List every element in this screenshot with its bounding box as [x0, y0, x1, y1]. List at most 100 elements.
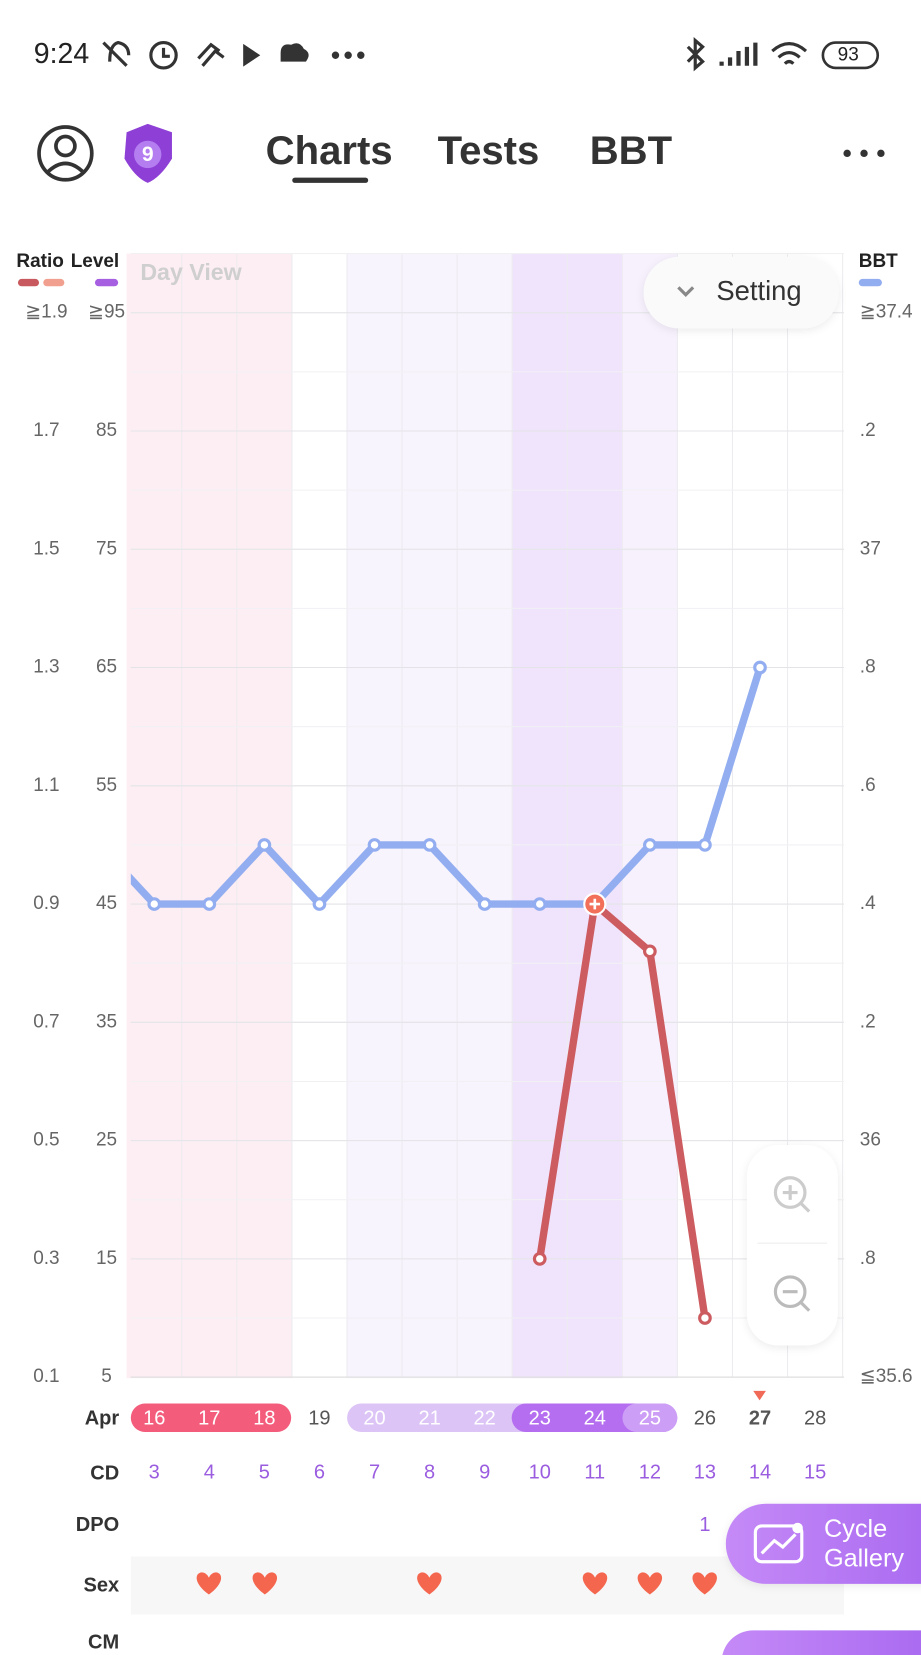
cd-label: 15	[804, 1461, 826, 1483]
cd-label: 8	[424, 1461, 435, 1483]
avatar[interactable]	[37, 125, 94, 182]
tick-label: 55	[96, 775, 117, 796]
date-label: 26	[694, 1408, 716, 1430]
axis-title: BBT	[859, 251, 898, 272]
date-label: 17	[198, 1408, 220, 1430]
date-label: 20	[363, 1408, 385, 1430]
legend-swatch	[17, 278, 40, 287]
point	[257, 838, 272, 852]
battery: 93	[838, 44, 859, 65]
date-label: 25	[639, 1408, 661, 1430]
point	[753, 660, 767, 675]
tick-label: 0.3	[33, 1248, 59, 1269]
phase-bands	[126, 253, 678, 1379]
tick-label: 25	[96, 1130, 117, 1151]
tab[interactable]: Charts	[266, 129, 393, 173]
add-button[interactable]	[722, 1630, 921, 1655]
cd-label: 5	[259, 1461, 270, 1483]
tick-label: .8	[860, 1248, 876, 1269]
cd-label: 11	[584, 1461, 605, 1483]
tab-underline	[292, 177, 369, 183]
cycle-gallery-button[interactable]: Cycle Gallery	[725, 1503, 921, 1584]
button-label: Cycle	[824, 1515, 887, 1543]
status-bar: 9:24 93	[34, 37, 880, 72]
tick-label: ≧37.4	[860, 302, 913, 323]
time: 9:24	[34, 38, 89, 70]
tick-label: 35	[96, 1011, 117, 1032]
legend-swatch	[858, 278, 882, 287]
zoom-in[interactable]	[773, 1176, 811, 1213]
point	[643, 944, 657, 959]
row-label: CM	[88, 1631, 119, 1653]
row-label: Apr	[85, 1408, 120, 1430]
point	[202, 897, 217, 911]
tick-label: 0.1	[33, 1366, 59, 1387]
tick-label: .6	[860, 775, 876, 796]
cd-label: 10	[529, 1461, 551, 1483]
zoom-panel	[746, 1145, 838, 1346]
date-label: 23	[529, 1408, 551, 1430]
date-label: 16	[143, 1408, 165, 1430]
tick-label: 15	[96, 1248, 117, 1269]
point	[312, 897, 327, 911]
setting-label: Setting	[716, 275, 801, 306]
column-lines	[130, 253, 844, 1378]
tick-label: 75	[96, 538, 117, 559]
row-label: DPO	[76, 1514, 119, 1536]
tick-label: .4	[860, 893, 876, 914]
cd-label: 3	[149, 1461, 160, 1483]
tick-label: 1.3	[33, 657, 59, 678]
chevron	[677, 286, 695, 297]
tick-label: 0.7	[33, 1011, 59, 1032]
tick-label: 85	[96, 420, 117, 441]
cd-label: 4	[204, 1461, 215, 1483]
tick-label: 45	[96, 893, 117, 914]
point	[367, 838, 382, 852]
tick-label: .2	[860, 420, 876, 441]
axis-title: Ratio	[16, 251, 63, 272]
tick-label: 0.9	[33, 893, 59, 914]
tab[interactable]: Tests	[438, 129, 540, 173]
tick-label: 1.7	[33, 420, 59, 441]
tab[interactable]: BBT	[590, 129, 673, 173]
status-icons	[102, 37, 880, 72]
button-label: Gallery	[824, 1544, 904, 1572]
point	[422, 838, 437, 852]
cd-label: 12	[639, 1461, 661, 1483]
nav-bar: 9 Charts Tests BBT	[37, 123, 885, 183]
point	[643, 838, 657, 852]
series-line	[536, 900, 709, 1322]
cd-label: 6	[314, 1461, 325, 1483]
tick-label: 1.1	[33, 775, 59, 796]
point	[532, 897, 547, 911]
row-label: Sex	[84, 1574, 120, 1596]
setting-button[interactable]	[643, 256, 839, 329]
axis-title: Level	[71, 251, 120, 272]
cd-label: 9	[479, 1461, 490, 1483]
more-menu[interactable]	[843, 149, 885, 158]
tick-label: .8	[860, 657, 876, 678]
tick-label: ≦35.6	[860, 1366, 913, 1387]
point	[147, 897, 162, 911]
cd-label: 7	[369, 1461, 380, 1483]
point	[698, 838, 712, 852]
point	[698, 1311, 712, 1325]
date-label: 21	[418, 1408, 440, 1430]
tick-label: .2	[860, 1011, 876, 1032]
today-marker	[753, 1390, 766, 1401]
date-pills	[130, 1403, 678, 1433]
legend-swatch	[94, 278, 119, 287]
zoom-out[interactable]	[773, 1275, 811, 1312]
date-label: 24	[584, 1408, 606, 1430]
date-label: 19	[308, 1408, 330, 1430]
badge-number: 9	[142, 143, 154, 166]
tick-label: 0.5	[33, 1130, 59, 1151]
tick-label: 65	[96, 657, 117, 678]
cd-label: 13	[694, 1461, 716, 1483]
sex-row-bg	[130, 1556, 844, 1615]
row-label: CD	[90, 1463, 119, 1485]
point	[532, 1252, 547, 1266]
tick-label: 1.5	[33, 538, 59, 559]
point	[94, 840, 105, 851]
